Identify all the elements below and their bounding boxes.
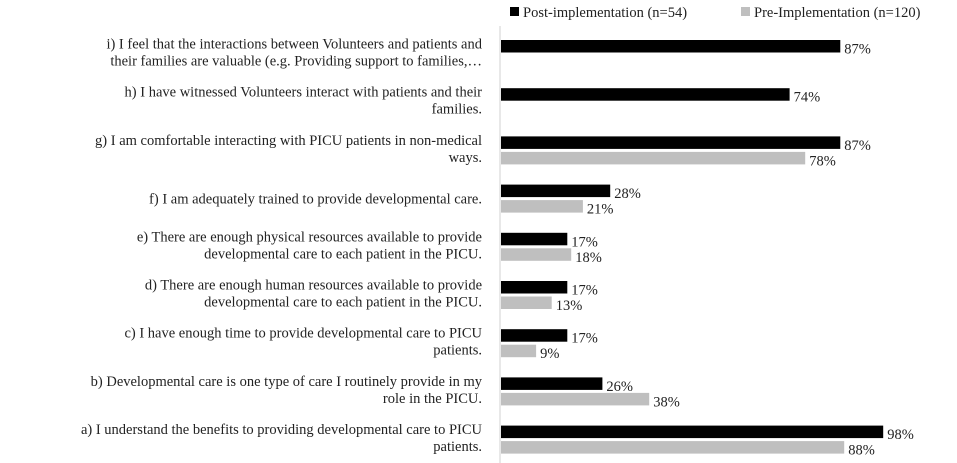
bar-s1-c4 (501, 248, 572, 261)
category-label-7: b) Developmental care is one type of car… (91, 374, 483, 407)
bar-s0-c4 (501, 232, 568, 246)
legend-label-1: Pre-Implementation (n=120) (754, 5, 921, 21)
data-label-s0-c0: 87% (844, 42, 871, 58)
data-label-s1-c5: 13% (556, 298, 583, 314)
bar-s1-c3 (501, 200, 583, 213)
bar-s1-c5 (501, 296, 552, 309)
data-label-s0-c8: 98% (887, 427, 914, 443)
data-label-s1-c6: 9% (540, 346, 559, 362)
data-label-s0-c1: 74% (794, 90, 821, 106)
category-label-1: h) I have witnessed Volunteers interact … (125, 85, 483, 118)
legend-swatch-1 (741, 7, 750, 16)
bar-s0-c3 (501, 184, 611, 198)
data-label-s0-c6: 17% (571, 331, 598, 347)
data-label-s1-c8: 88% (848, 443, 875, 459)
data-label-s1-c7: 38% (653, 394, 680, 410)
bar-s1-c7 (501, 392, 650, 406)
bar-s1-c8 (501, 441, 845, 454)
category-label-5: d) There are enough human resources avai… (145, 278, 482, 311)
category-label-8: a) I understand the benefits to providin… (81, 422, 483, 455)
bar-s0-c6 (501, 329, 568, 342)
category-label-4: e) There are enough physical resources a… (137, 229, 482, 262)
bar-s0-c0 (501, 40, 841, 53)
data-label-s1-c3: 21% (587, 202, 614, 218)
bar-s0-c8 (501, 425, 884, 439)
data-label-s1-c4: 18% (575, 250, 602, 266)
category-label-6: c) I have enough time to provide develop… (124, 326, 482, 359)
data-label-s0-c3: 28% (614, 186, 641, 202)
category-label-2: g) I am comfortable interacting with PIC… (95, 133, 482, 166)
bar-s1-c2 (501, 151, 806, 165)
data-label-s0-c4: 17% (571, 234, 598, 250)
data-label-s1-c2: 78% (809, 153, 836, 169)
bar-s0-c7 (501, 377, 603, 390)
bar-s1-c6 (501, 344, 537, 358)
bar-s0-c1 (501, 88, 790, 101)
data-label-s0-c7: 26% (606, 379, 633, 395)
category-label-3: f) I am adequately trained to provide de… (149, 192, 482, 208)
data-label-s0-c2: 87% (844, 138, 871, 154)
bar-s0-c2 (501, 136, 841, 149)
category-label-0: i) I feel that the interactions between … (106, 37, 482, 70)
legend-swatch-0 (510, 7, 519, 16)
legend-label-0: Post-implementation (n=54) (523, 5, 687, 21)
bar-s0-c5 (501, 281, 568, 294)
data-label-s0-c5: 17% (571, 283, 598, 299)
